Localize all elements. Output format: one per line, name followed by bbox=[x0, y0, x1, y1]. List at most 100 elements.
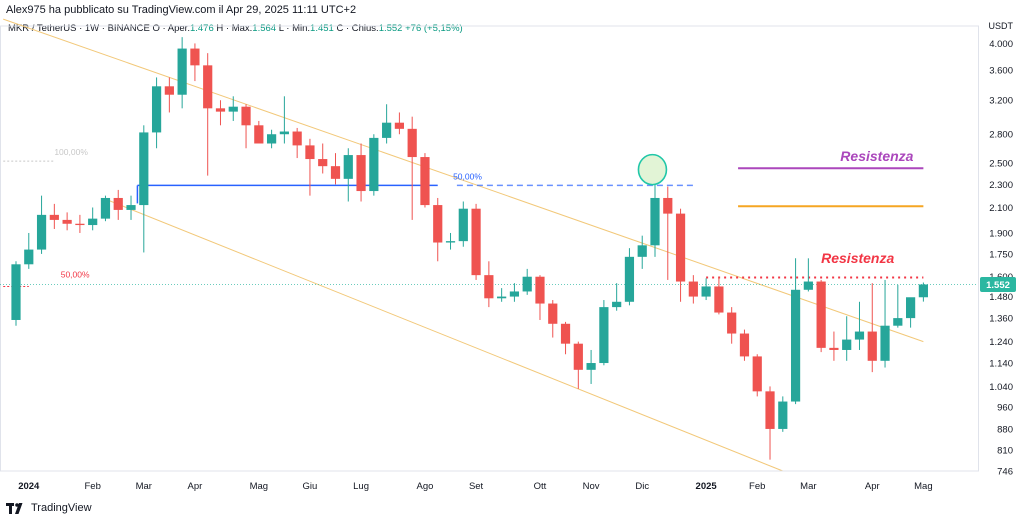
time-tick-label: 2024 bbox=[18, 481, 40, 492]
high-label: H · Max. bbox=[216, 23, 253, 34]
candle-body bbox=[599, 307, 609, 364]
tradingview-brand: TradingView bbox=[31, 502, 92, 514]
candle-body bbox=[458, 208, 468, 242]
candle-body bbox=[701, 286, 711, 297]
candle-body bbox=[203, 65, 213, 109]
candle-body bbox=[612, 301, 622, 308]
price-tick-label: 960 bbox=[997, 402, 1013, 413]
footer: TradingView bbox=[6, 500, 92, 516]
candle-body bbox=[177, 48, 187, 95]
highlight-circle-marker bbox=[637, 153, 668, 186]
price-tick-label: 2.100 bbox=[989, 203, 1013, 214]
candle-body bbox=[126, 205, 136, 210]
price-tick-label: 3.200 bbox=[989, 96, 1013, 107]
candle-body bbox=[560, 323, 571, 344]
candle-body bbox=[151, 86, 162, 133]
candle-body bbox=[790, 289, 801, 402]
price-tick-label: 1.900 bbox=[989, 228, 1013, 239]
candle-body bbox=[318, 159, 328, 167]
candle-body bbox=[778, 401, 788, 429]
fib-level-label: 50,00% bbox=[453, 171, 482, 181]
candle-body bbox=[522, 276, 532, 292]
open-label: O · Aper. bbox=[152, 23, 190, 34]
plot-border bbox=[0, 25, 979, 472]
candle-body bbox=[382, 122, 392, 138]
candle-body bbox=[49, 214, 59, 220]
price-tick-label: 1.240 bbox=[989, 337, 1013, 348]
price-tick-label: 1.360 bbox=[989, 314, 1013, 325]
candle-body bbox=[241, 106, 251, 126]
candle-body bbox=[433, 205, 443, 243]
last-price-badge bbox=[980, 276, 1016, 292]
candle-body bbox=[637, 245, 647, 257]
fib-level-label: 50,00% bbox=[61, 270, 90, 280]
candlestick-chart[interactable]: ResistenzaResistenza50,00%100,00%50,00% … bbox=[0, 16, 1024, 496]
candle-body bbox=[624, 256, 635, 302]
price-tick-label: 1.040 bbox=[989, 382, 1013, 393]
price-tick-label: 1.750 bbox=[989, 249, 1013, 260]
publisher-line: Alex975 ha pubblicato su TradingView.com… bbox=[6, 4, 357, 16]
open-value: 1.476 bbox=[189, 23, 214, 34]
time-tick-label: Mag bbox=[250, 481, 268, 492]
time-tick-label: Mar bbox=[800, 481, 816, 492]
candles bbox=[11, 37, 928, 460]
low-label: L · Min. bbox=[278, 23, 311, 34]
candle-body bbox=[164, 86, 174, 95]
candle-body bbox=[816, 281, 826, 348]
price-axis: 7468108809601.0401.1401.2401.3601.4801.6… bbox=[980, 21, 1016, 478]
tradingview-logo-icon bbox=[6, 502, 23, 514]
symbol-label[interactable]: MKR / TetherUS · 1W · BINANCE bbox=[8, 23, 150, 34]
last-price-label: 1.552 bbox=[986, 280, 1010, 291]
candle-body bbox=[739, 333, 750, 357]
time-tick-label: Mag bbox=[914, 481, 932, 492]
change-value: +76 (+5,15%) bbox=[405, 23, 463, 34]
candle-body bbox=[113, 197, 123, 210]
candle-body bbox=[100, 197, 111, 219]
candle-body bbox=[36, 214, 47, 250]
candle-body bbox=[139, 132, 149, 206]
candle-body bbox=[573, 343, 583, 370]
price-tick-label: 2.800 bbox=[989, 130, 1013, 141]
candle-body bbox=[650, 197, 660, 246]
price-tick-label: 880 bbox=[997, 424, 1013, 435]
candle-body bbox=[497, 296, 507, 299]
time-tick-label: Feb bbox=[84, 481, 100, 492]
candle-body bbox=[254, 125, 264, 144]
candle-body bbox=[75, 223, 85, 226]
candle-body bbox=[394, 122, 404, 129]
price-tick-label: 746 bbox=[997, 467, 1013, 478]
candle-body bbox=[11, 264, 21, 320]
price-tick-label: 1.140 bbox=[989, 359, 1013, 370]
time-tick-label: Ott bbox=[534, 481, 547, 492]
candle-body bbox=[829, 347, 839, 350]
close-label: C · Chius. bbox=[336, 23, 379, 34]
candle-body bbox=[880, 325, 890, 361]
price-tick-label: 810 bbox=[997, 446, 1013, 457]
candle-body bbox=[906, 297, 916, 319]
price-tick-label: 2.300 bbox=[989, 180, 1013, 191]
price-tick-label: 1.480 bbox=[989, 292, 1013, 303]
time-tick-label: Apr bbox=[188, 481, 203, 492]
candle-body bbox=[228, 106, 238, 112]
close-value: 1.552 bbox=[378, 23, 403, 34]
candle-body bbox=[407, 128, 417, 158]
candle-body bbox=[369, 137, 379, 192]
candle-body bbox=[727, 312, 737, 334]
fib-level-label: 100,00% bbox=[54, 147, 88, 157]
time-tick-label: Dic bbox=[635, 481, 649, 492]
candle-body bbox=[292, 131, 302, 146]
candle-body bbox=[267, 134, 277, 144]
candle-body bbox=[215, 108, 226, 112]
resistance-annotation: Resistenza bbox=[821, 250, 894, 266]
candle-body bbox=[842, 339, 852, 350]
resistance-annotation: Resistenza bbox=[840, 148, 913, 164]
time-tick-label: Feb bbox=[749, 481, 765, 492]
candle-body bbox=[305, 145, 315, 160]
channel-lower-line bbox=[105, 198, 783, 472]
candle-body bbox=[509, 291, 520, 297]
candle-body bbox=[893, 318, 903, 326]
chart-area[interactable]: Resistenza Resistenza 50,00% 100,00% 50,00% … bbox=[0, 16, 1024, 496]
candle-body bbox=[803, 281, 813, 290]
time-tick-label: Lug bbox=[353, 481, 369, 492]
time-tick-label: Nov bbox=[583, 481, 600, 492]
